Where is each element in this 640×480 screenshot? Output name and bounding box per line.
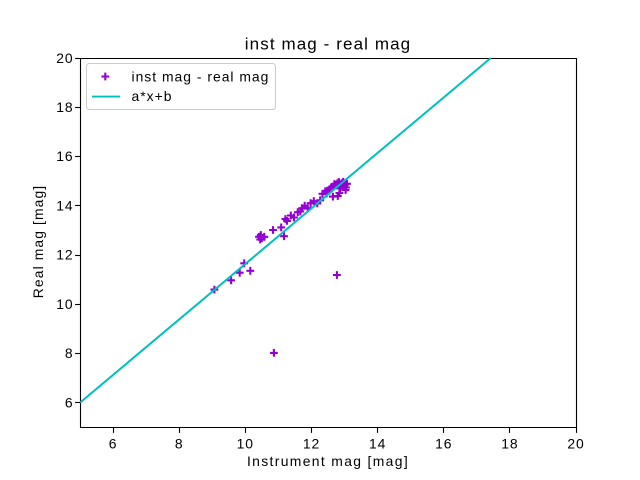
svg-text:20: 20 [56,50,73,66]
svg-text:14: 14 [56,198,73,214]
svg-text:12: 12 [303,436,320,452]
svg-text:10: 10 [237,436,254,452]
svg-text:Real mag [mag]: Real mag [mag] [30,185,46,298]
svg-text:8: 8 [65,345,74,361]
svg-text:inst mag - real mag: inst mag - real mag [245,35,411,54]
svg-text:18: 18 [56,99,73,115]
svg-text:inst mag - real mag: inst mag - real mag [132,68,270,84]
svg-text:Instrument mag [mag]: Instrument mag [mag] [247,453,409,469]
svg-text:20: 20 [567,436,584,452]
svg-text:a*x+b: a*x+b [132,88,173,104]
svg-text:16: 16 [435,436,452,452]
svg-text:18: 18 [501,436,518,452]
svg-text:6: 6 [109,436,118,452]
svg-text:10: 10 [56,296,73,312]
svg-text:8: 8 [175,436,184,452]
svg-text:12: 12 [56,247,73,263]
svg-text:14: 14 [369,436,386,452]
svg-text:16: 16 [56,148,73,164]
svg-text:6: 6 [65,394,74,410]
